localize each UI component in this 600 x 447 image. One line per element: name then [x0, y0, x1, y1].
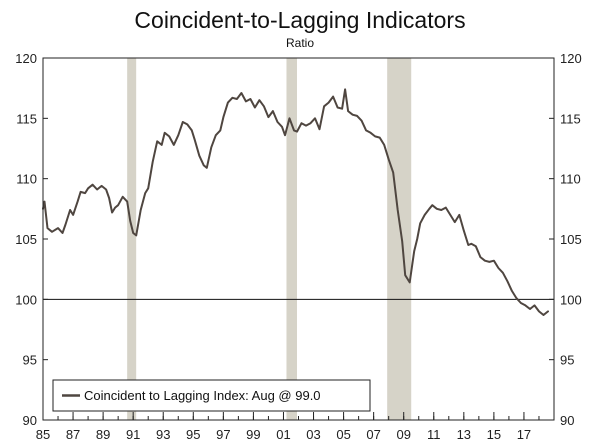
- y-tick-label-right: 115: [560, 111, 581, 126]
- y-tick-label-left: 115: [16, 111, 37, 126]
- y-tick-label-right: 95: [560, 353, 574, 368]
- x-tick-label: 11: [427, 427, 441, 442]
- x-tick-label: 13: [457, 427, 471, 442]
- y-tick-label-left: 95: [23, 353, 37, 368]
- y-tick-label-left: 105: [15, 232, 37, 247]
- x-tick-label: 17: [517, 427, 531, 442]
- y-tick-label-left: 90: [23, 413, 37, 428]
- chart-title: Coincident-to-Lagging Indicators: [134, 7, 465, 33]
- x-tick-label: 91: [126, 427, 140, 442]
- recession-bands: [127, 58, 412, 420]
- x-tick-label: 09: [396, 427, 410, 442]
- series-group: [42, 88, 549, 316]
- x-tick-label: 95: [186, 427, 200, 442]
- x-tick-label: 85: [36, 427, 50, 442]
- x-tick-label: 89: [96, 427, 110, 442]
- recession-band-1: [127, 58, 137, 420]
- y-tick-label-right: 110: [560, 172, 581, 187]
- x-tick-label: 03: [306, 427, 320, 442]
- y-tick-label-left: 110: [16, 172, 37, 187]
- y-tick-label-left: 120: [15, 51, 37, 66]
- legend: Coincident to Lagging Index: Aug @ 99.0: [52, 379, 371, 412]
- series-line-1: [42, 88, 549, 316]
- plot-area-frame: [42, 57, 555, 421]
- x-tick-label: 97: [216, 427, 230, 442]
- x-tick-label: 05: [336, 427, 350, 442]
- x-tick-label: 07: [366, 427, 380, 442]
- x-tick-label: 99: [246, 427, 260, 442]
- x-tick-label: 01: [276, 427, 290, 442]
- legend-box: [52, 379, 371, 412]
- recession-band-3: [387, 58, 412, 420]
- x-tick-label: 93: [156, 427, 170, 442]
- y-tick-label-right: 120: [560, 51, 582, 66]
- recession-band-2: [286, 58, 297, 420]
- y-tick-label-left: 100: [15, 292, 37, 307]
- y-tick-label-right: 100: [560, 292, 582, 307]
- x-tick-label: 87: [66, 427, 80, 442]
- chart-subtitle: Ratio: [286, 36, 314, 50]
- x-tick-label: 15: [487, 427, 501, 442]
- y-tick-label-right: 105: [560, 232, 582, 247]
- y-tick-label-right: 90: [560, 413, 574, 428]
- legend-label: Coincident to Lagging Index: Aug @ 99.0: [84, 388, 321, 403]
